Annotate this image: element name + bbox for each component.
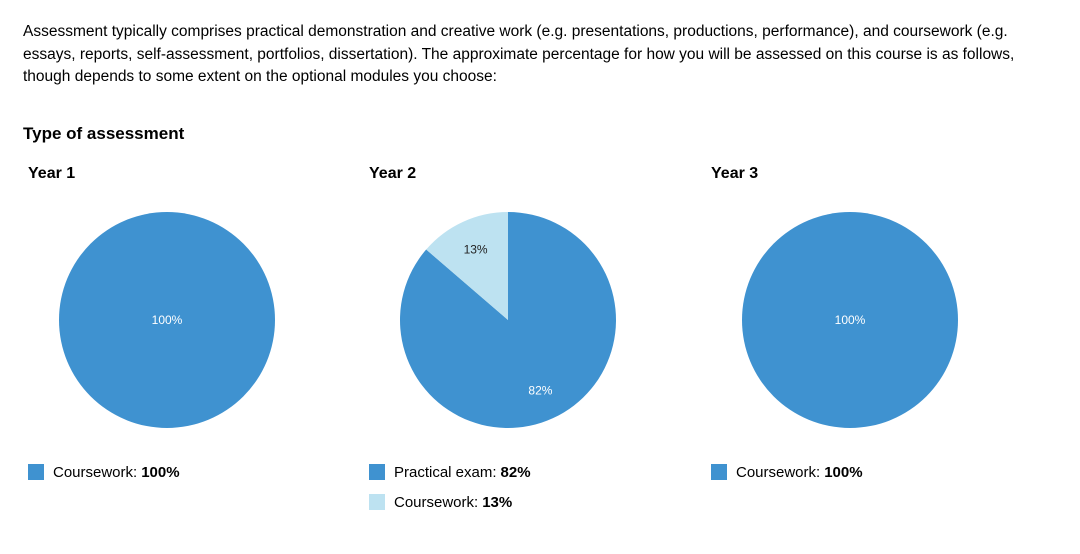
section-title: Type of assessment	[23, 124, 185, 143]
legend-item: Coursework: 13%	[369, 487, 531, 517]
legend-item: Practical exam: 82%	[369, 457, 531, 487]
year-3-title: Year 3	[711, 165, 759, 182]
legend-label: Coursework:	[394, 493, 479, 511]
legend-swatch	[28, 464, 44, 480]
year-2-legend: Practical exam: 82% Coursework: 13%	[369, 457, 531, 517]
pie-slice-label: 13%	[464, 242, 488, 256]
pie-slice	[742, 212, 958, 428]
legend-swatch	[369, 464, 385, 480]
year-3-legend: Coursework: 100%	[711, 457, 863, 487]
pie-slice	[426, 212, 508, 320]
year-3-pie: 100%	[742, 212, 958, 428]
legend-value: 100%	[824, 463, 863, 481]
legend-swatch	[711, 464, 727, 480]
year-3-chart: Year 3 100% Coursework: 100%	[706, 165, 1036, 525]
intro-paragraph: Assessment typically comprises practical…	[23, 23, 1015, 85]
year-1-legend: Coursework: 100%	[28, 457, 180, 487]
legend-label: Practical exam:	[394, 463, 497, 481]
legend-swatch	[369, 494, 385, 510]
pie-slice	[59, 212, 275, 428]
year-1-chart: Year 1 100% Coursework: 100%	[23, 165, 353, 525]
pie-slice-label: 100%	[152, 313, 183, 327]
year-2-title: Year 2	[369, 165, 417, 182]
legend-value: 82%	[500, 463, 531, 481]
year-1-title: Year 1	[28, 165, 76, 182]
year-1-pie: 100%	[59, 212, 275, 428]
legend-value: 13%	[482, 493, 513, 511]
legend-label: Coursework:	[736, 463, 821, 481]
legend-item: Coursework: 100%	[28, 457, 180, 487]
legend-label: Coursework:	[53, 463, 138, 481]
legend-value: 100%	[141, 463, 180, 481]
pie-slice-label: 82%	[528, 384, 552, 398]
pie-slice-label: 100%	[835, 313, 866, 327]
year-2-chart: Year 2 82% 13% Practical exam: 82% Course…	[364, 165, 694, 525]
legend-item: Coursework: 100%	[711, 457, 863, 487]
year-2-pie: 82% 13%	[400, 212, 616, 428]
